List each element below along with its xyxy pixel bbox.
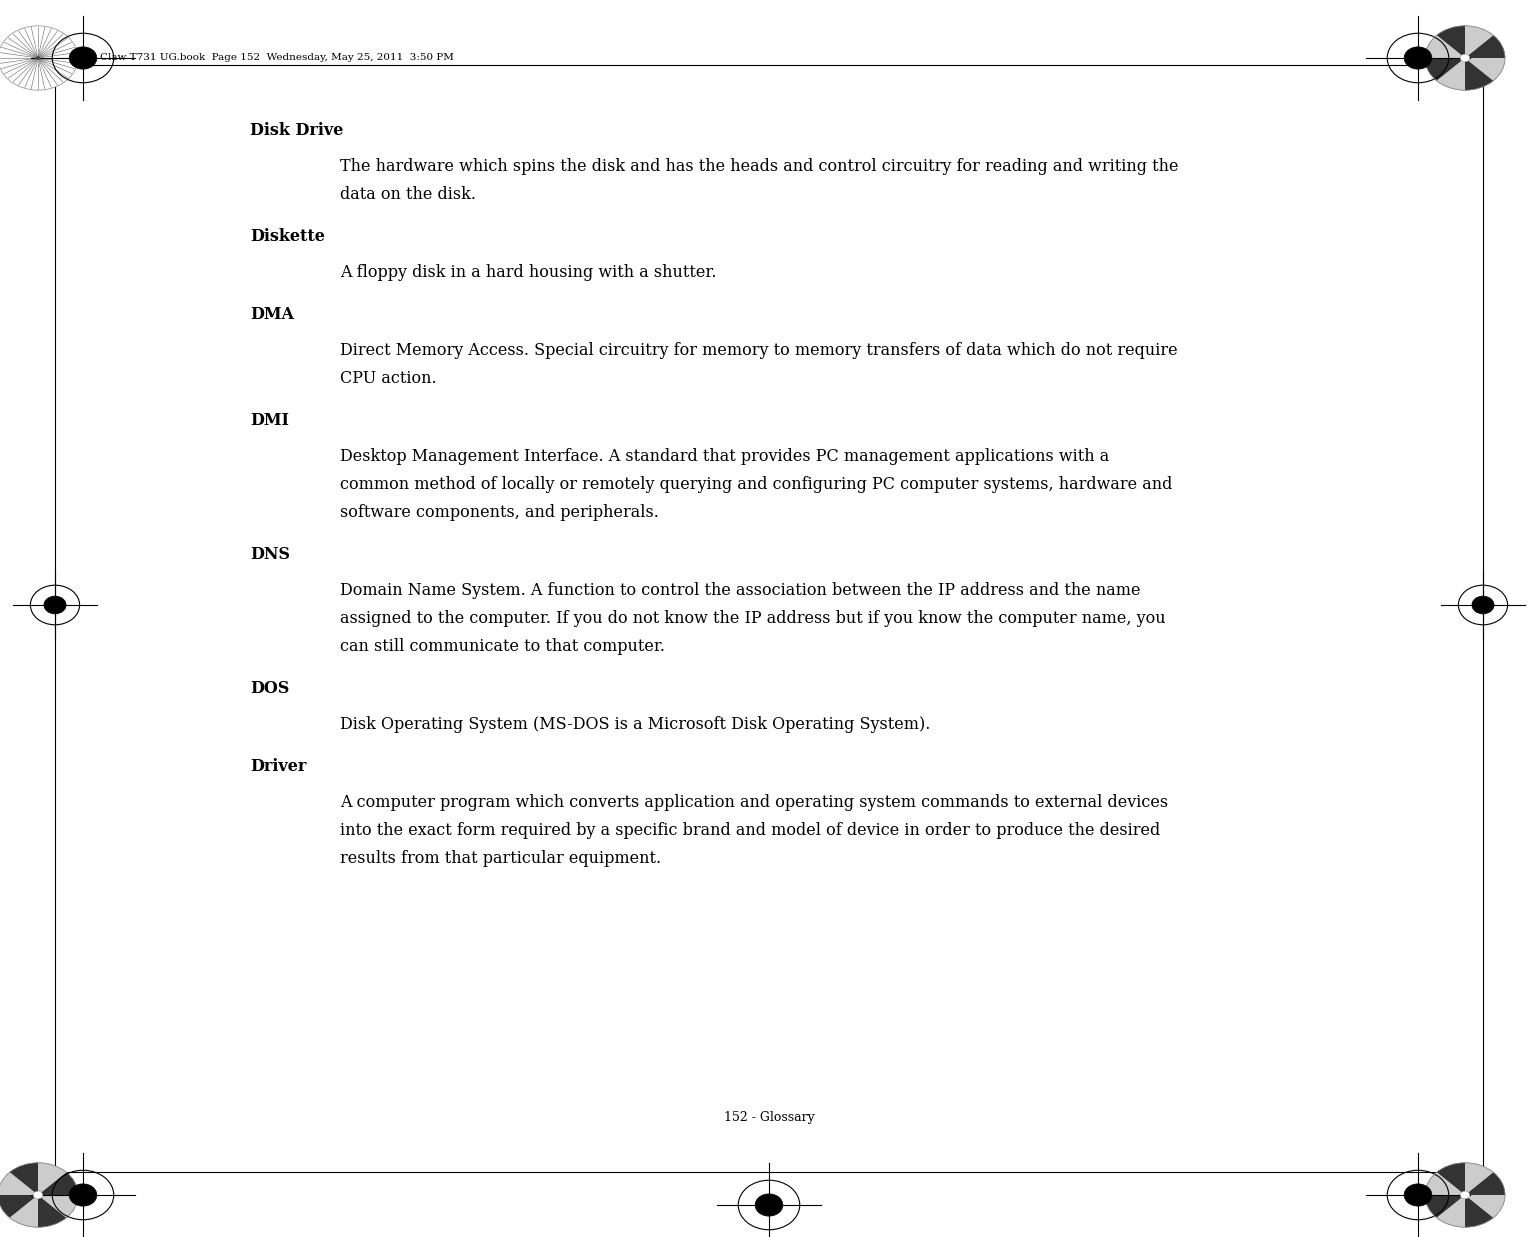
Text: 152 - Glossary: 152 - Glossary — [723, 1112, 815, 1124]
Text: DOS: DOS — [251, 680, 289, 696]
Text: DMI: DMI — [251, 412, 289, 429]
Polygon shape — [0, 1195, 38, 1217]
Text: DNS: DNS — [251, 546, 291, 563]
Polygon shape — [1436, 26, 1466, 58]
Text: can still communicate to that computer.: can still communicate to that computer. — [340, 638, 664, 656]
Polygon shape — [1426, 1195, 1466, 1217]
Text: Diskette: Diskette — [251, 228, 325, 245]
Text: DMA: DMA — [251, 306, 294, 323]
Polygon shape — [1436, 58, 1466, 90]
Text: data on the disk.: data on the disk. — [340, 186, 475, 203]
Text: into the exact form required by a specific brand and model of device in order to: into the exact form required by a specif… — [340, 823, 1160, 839]
Polygon shape — [0, 1173, 38, 1195]
Text: results from that particular equipment.: results from that particular equipment. — [340, 850, 661, 867]
Text: CPU action.: CPU action. — [340, 370, 437, 387]
Circle shape — [0, 1163, 78, 1227]
Circle shape — [1426, 1163, 1506, 1227]
Polygon shape — [1466, 1163, 1493, 1195]
Circle shape — [1404, 1184, 1432, 1206]
Polygon shape — [1426, 58, 1466, 80]
Text: A floppy disk in a hard housing with a shutter.: A floppy disk in a hard housing with a s… — [340, 263, 717, 281]
Polygon shape — [1466, 36, 1506, 58]
Text: Desktop Management Interface. A standard that provides PC management application: Desktop Management Interface. A standard… — [340, 448, 1109, 465]
Circle shape — [1404, 47, 1432, 69]
Polygon shape — [38, 1173, 78, 1195]
Polygon shape — [9, 1195, 38, 1227]
Polygon shape — [1466, 26, 1493, 58]
Polygon shape — [1436, 1195, 1466, 1227]
Circle shape — [69, 47, 97, 69]
Circle shape — [0, 26, 78, 90]
Circle shape — [1426, 26, 1506, 90]
Polygon shape — [38, 1163, 66, 1195]
Text: A computer program which converts application and operating system commands to e: A computer program which converts applic… — [340, 794, 1169, 811]
Text: Claw T731 UG.book  Page 152  Wednesday, May 25, 2011  3:50 PM: Claw T731 UG.book Page 152 Wednesday, Ma… — [100, 53, 454, 63]
Polygon shape — [1466, 1195, 1493, 1227]
Circle shape — [35, 56, 40, 59]
Polygon shape — [9, 1163, 38, 1195]
Circle shape — [755, 1194, 783, 1216]
Circle shape — [1460, 54, 1470, 62]
Polygon shape — [1466, 1173, 1506, 1195]
Polygon shape — [1466, 58, 1506, 80]
Polygon shape — [1426, 1173, 1466, 1195]
Polygon shape — [1426, 36, 1466, 58]
Polygon shape — [1466, 1195, 1506, 1217]
Circle shape — [69, 1184, 97, 1206]
Circle shape — [45, 596, 66, 614]
Polygon shape — [38, 1195, 78, 1217]
Text: Disk Operating System (MS-DOS is a Microsoft Disk Operating System).: Disk Operating System (MS-DOS is a Micro… — [340, 716, 930, 734]
Circle shape — [1460, 1191, 1470, 1199]
Text: common method of locally or remotely querying and configuring PC computer system: common method of locally or remotely que… — [340, 476, 1172, 494]
Text: The hardware which spins the disk and has the heads and control circuitry for re: The hardware which spins the disk and ha… — [340, 158, 1178, 174]
Text: software components, and peripherals.: software components, and peripherals. — [340, 503, 658, 521]
Circle shape — [34, 1191, 43, 1199]
Text: assigned to the computer. If you do not know the IP address but if you know the : assigned to the computer. If you do not … — [340, 610, 1166, 627]
Polygon shape — [1466, 58, 1493, 90]
Circle shape — [1472, 596, 1493, 614]
Polygon shape — [38, 1195, 66, 1227]
Text: Direct Memory Access. Special circuitry for memory to memory transfers of data w: Direct Memory Access. Special circuitry … — [340, 341, 1178, 359]
Text: Domain Name System. A function to control the association between the IP address: Domain Name System. A function to contro… — [340, 581, 1141, 599]
Text: Disk Drive: Disk Drive — [251, 122, 343, 139]
Text: Driver: Driver — [251, 758, 306, 776]
Polygon shape — [1436, 1163, 1466, 1195]
